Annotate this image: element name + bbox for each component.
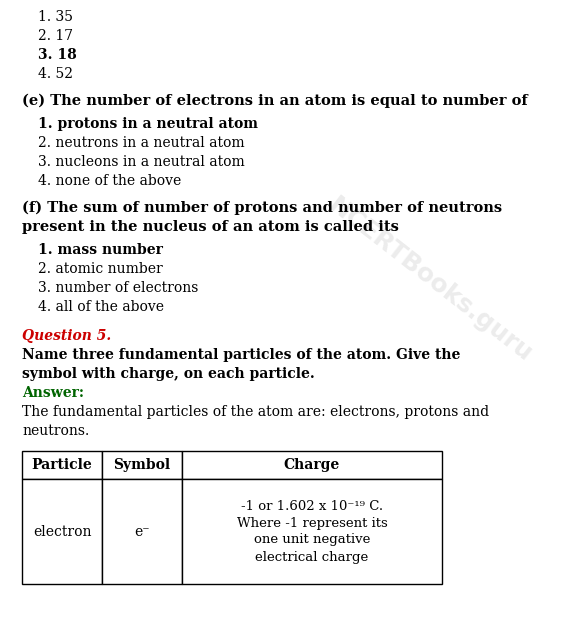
Bar <box>22 451 102 479</box>
Text: Charge: Charge <box>284 458 340 472</box>
Bar <box>182 479 442 584</box>
Text: Where -1 represent its: Where -1 represent its <box>237 517 388 529</box>
Text: Symbol: Symbol <box>113 458 171 472</box>
Text: Answer:: Answer: <box>22 386 84 400</box>
Text: electron: electron <box>33 525 91 539</box>
Text: 2. 17: 2. 17 <box>38 29 73 43</box>
Text: (f) The sum of number of protons and number of neutrons: (f) The sum of number of protons and num… <box>22 201 502 216</box>
Text: 4. none of the above: 4. none of the above <box>38 174 181 188</box>
Text: 2. neutrons in a neutral atom: 2. neutrons in a neutral atom <box>38 136 244 150</box>
Text: The fundamental particles of the atom are: electrons, protons and: The fundamental particles of the atom ar… <box>22 405 489 419</box>
Text: 1. protons in a neutral atom: 1. protons in a neutral atom <box>38 117 258 131</box>
Text: -1 or 1.602 x 10⁻¹⁹ C.: -1 or 1.602 x 10⁻¹⁹ C. <box>241 500 383 512</box>
Bar <box>102 479 182 584</box>
Text: NCERTBooks.guru: NCERTBooks.guru <box>324 193 537 367</box>
Text: 4. all of the above: 4. all of the above <box>38 300 164 314</box>
Text: e⁻: e⁻ <box>134 525 150 539</box>
Bar <box>182 451 442 479</box>
Text: (e) The number of electrons in an atom is equal to number of: (e) The number of electrons in an atom i… <box>22 94 528 108</box>
Bar <box>22 479 102 584</box>
Text: Question 5.: Question 5. <box>22 329 111 343</box>
Text: one unit negative: one unit negative <box>254 534 370 547</box>
Text: Particle: Particle <box>31 458 93 472</box>
Text: 4. 52: 4. 52 <box>38 67 73 81</box>
Text: 3. nucleons in a neutral atom: 3. nucleons in a neutral atom <box>38 155 245 169</box>
Text: 1. 35: 1. 35 <box>38 10 73 24</box>
Text: 2. atomic number: 2. atomic number <box>38 262 163 276</box>
Bar <box>102 451 182 479</box>
Text: electrical charge: electrical charge <box>255 551 368 564</box>
Text: symbol with charge, on each particle.: symbol with charge, on each particle. <box>22 367 315 381</box>
Text: neutrons.: neutrons. <box>22 424 89 438</box>
Text: Name three fundamental particles of the atom. Give the: Name three fundamental particles of the … <box>22 348 460 362</box>
Text: 1. mass number: 1. mass number <box>38 243 163 257</box>
Text: present in the nucleus of an atom is called its: present in the nucleus of an atom is cal… <box>22 220 399 234</box>
Text: 3. 18: 3. 18 <box>38 48 77 62</box>
Text: 3. number of electrons: 3. number of electrons <box>38 281 198 295</box>
